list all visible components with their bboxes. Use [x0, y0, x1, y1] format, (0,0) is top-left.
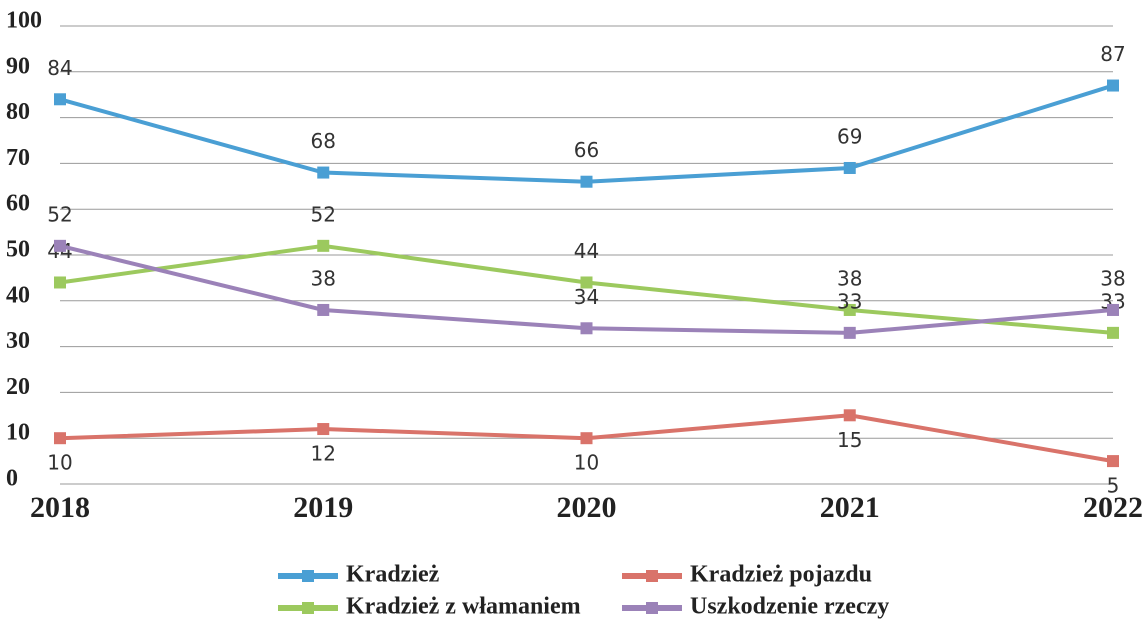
y-tick-label: 90	[6, 53, 30, 79]
point-marker	[1107, 303, 1119, 316]
point-marker	[843, 303, 856, 316]
point-marker	[1107, 326, 1119, 339]
data-label: 87	[1100, 42, 1125, 66]
point-marker	[1107, 79, 1119, 92]
y-tick-label: 100	[6, 8, 42, 34]
legend-swatch-marker	[646, 602, 658, 614]
data-label: 15	[837, 428, 862, 452]
data-label: 38	[311, 266, 336, 290]
legend-label: Kradzież	[346, 562, 440, 588]
series-line	[59, 83, 1114, 184]
legend-swatch-marker	[646, 570, 658, 582]
point-marker	[54, 239, 66, 252]
point-marker	[317, 166, 330, 179]
data-label: 52	[47, 202, 72, 226]
x-tick-label: 2022	[1083, 491, 1143, 524]
data-label: 69	[837, 124, 862, 148]
point-marker	[54, 93, 66, 106]
legend-label: Kradzież z włamaniem	[346, 594, 581, 620]
y-tick-label: 40	[6, 282, 30, 308]
x-tick-label: 2021	[820, 491, 880, 524]
point-marker	[843, 326, 856, 339]
y-tick-label: 60	[6, 191, 30, 217]
data-label: 52	[311, 202, 336, 226]
point-marker	[580, 432, 593, 445]
point-marker	[54, 432, 66, 445]
data-label: 12	[311, 442, 336, 466]
x-tick-label: 2019	[293, 491, 353, 524]
point-marker	[580, 276, 593, 289]
data-label: 38	[837, 266, 862, 290]
point-marker	[580, 175, 593, 188]
data-label: 38	[1100, 266, 1125, 290]
y-tick-label: 70	[6, 145, 30, 171]
point-marker	[317, 303, 330, 316]
data-label: 10	[574, 451, 599, 475]
point-marker	[580, 322, 593, 335]
point-marker	[843, 161, 856, 174]
data-label: 5	[1107, 474, 1120, 498]
y-tick-label: 20	[6, 374, 30, 400]
y-tick-label: 30	[6, 328, 30, 354]
data-label: 44	[574, 239, 599, 263]
point-marker	[317, 423, 330, 436]
legend-swatch-marker	[302, 602, 314, 614]
y-tick-label: 0	[6, 466, 18, 492]
point-marker	[1107, 455, 1119, 468]
y-tick-label: 80	[6, 99, 30, 125]
point-marker	[54, 276, 66, 289]
x-tick-label: 2020	[557, 491, 617, 524]
data-label: 33	[837, 289, 862, 313]
point-marker	[843, 409, 856, 422]
legend-label: Kradzież pojazdu	[690, 562, 872, 588]
y-tick-label: 10	[6, 420, 30, 446]
legend-swatch-marker	[302, 570, 314, 582]
data-label: 10	[47, 451, 72, 475]
data-label: 34	[574, 285, 599, 309]
data-label: 84	[47, 56, 72, 80]
data-label: 68	[311, 129, 336, 153]
y-tick-label: 50	[6, 237, 30, 263]
legend-label: Uszkodzenie rzeczy	[690, 594, 889, 620]
data-label: 66	[574, 138, 599, 162]
x-tick-label: 2018	[30, 491, 90, 524]
point-marker	[317, 239, 330, 252]
